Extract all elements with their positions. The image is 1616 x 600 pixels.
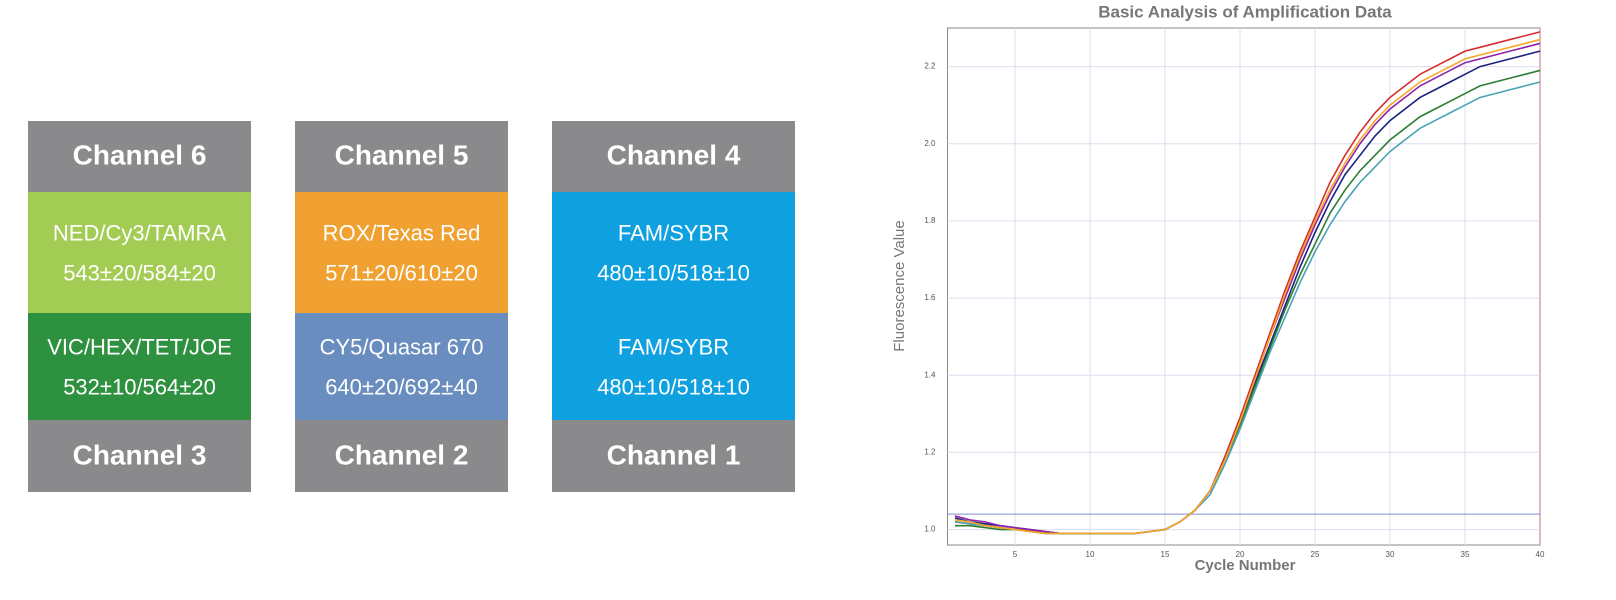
channel-title: Channel 2 — [335, 439, 469, 470]
dye-range: 532±10/564±20 — [63, 374, 216, 399]
y-axis-label: Fluorescence Value — [891, 220, 908, 351]
dye-range: 640±20/692±40 — [325, 374, 478, 399]
amplification-curve — [954, 50, 1541, 535]
dye-cell — [28, 313, 251, 420]
y-tick-label: 1.2 — [924, 448, 936, 457]
channel-footer — [552, 420, 795, 492]
chart-title: Basic Analysis of Amplification Data — [1098, 2, 1392, 21]
x-tick-label: 20 — [1236, 550, 1245, 559]
y-tick-label: 1.6 — [924, 293, 936, 302]
amplification-curve — [954, 38, 1541, 535]
channel-title: Channel 3 — [73, 439, 207, 470]
dye-range: 480±10/518±10 — [597, 260, 750, 285]
y-tick-label: 2.0 — [924, 139, 936, 148]
y-tick-label: 2.2 — [924, 62, 936, 71]
y-tick-label: 1.0 — [924, 525, 936, 534]
amplification-curve — [954, 42, 1541, 535]
dye-names: FAM/SYBR — [618, 334, 729, 359]
dye-names: CY5/Quasar 670 — [320, 334, 484, 359]
x-tick-label: 15 — [1161, 550, 1170, 559]
channel-header — [295, 121, 508, 192]
x-tick-label: 35 — [1461, 550, 1470, 559]
channel-header — [28, 121, 251, 192]
y-tick-label: 1.8 — [924, 216, 936, 225]
dye-cell — [295, 313, 508, 420]
amplification-curve — [954, 81, 1541, 535]
dye-cell — [552, 313, 795, 420]
plot-frame — [947, 27, 1541, 546]
dye-cell — [295, 192, 508, 313]
channel-title: Channel 4 — [607, 139, 741, 170]
dye-names: NED/Cy3/TAMRA — [53, 220, 226, 245]
dye-names: ROX/Texas Red — [323, 220, 481, 245]
amplification-curve — [954, 31, 1541, 535]
dye-names: VIC/HEX/TET/JOE — [47, 334, 232, 359]
dye-names: FAM/SYBR — [618, 220, 729, 245]
x-tick-label: 30 — [1386, 550, 1395, 559]
channel-header — [552, 121, 795, 192]
dye-cell — [28, 192, 251, 313]
x-tick-label: 5 — [1013, 550, 1018, 559]
channel-footer — [28, 420, 251, 492]
x-tick-label: 10 — [1086, 550, 1095, 559]
x-axis-label: Cycle Number — [1195, 557, 1296, 574]
channel-title: Channel 6 — [73, 139, 207, 170]
dye-range: 571±20/610±20 — [325, 260, 478, 285]
dye-cell — [552, 192, 795, 313]
amplification-curve — [955, 69, 1541, 535]
y-tick-label: 1.4 — [924, 370, 936, 379]
channel-title: Channel 1 — [607, 439, 741, 470]
dye-range: 480±10/518±10 — [597, 374, 750, 399]
channel-footer — [295, 420, 508, 492]
dye-range: 543±20/584±20 — [63, 260, 216, 285]
x-tick-label: 40 — [1536, 550, 1545, 559]
channel-title: Channel 5 — [335, 139, 469, 170]
x-tick-label: 25 — [1311, 550, 1320, 559]
